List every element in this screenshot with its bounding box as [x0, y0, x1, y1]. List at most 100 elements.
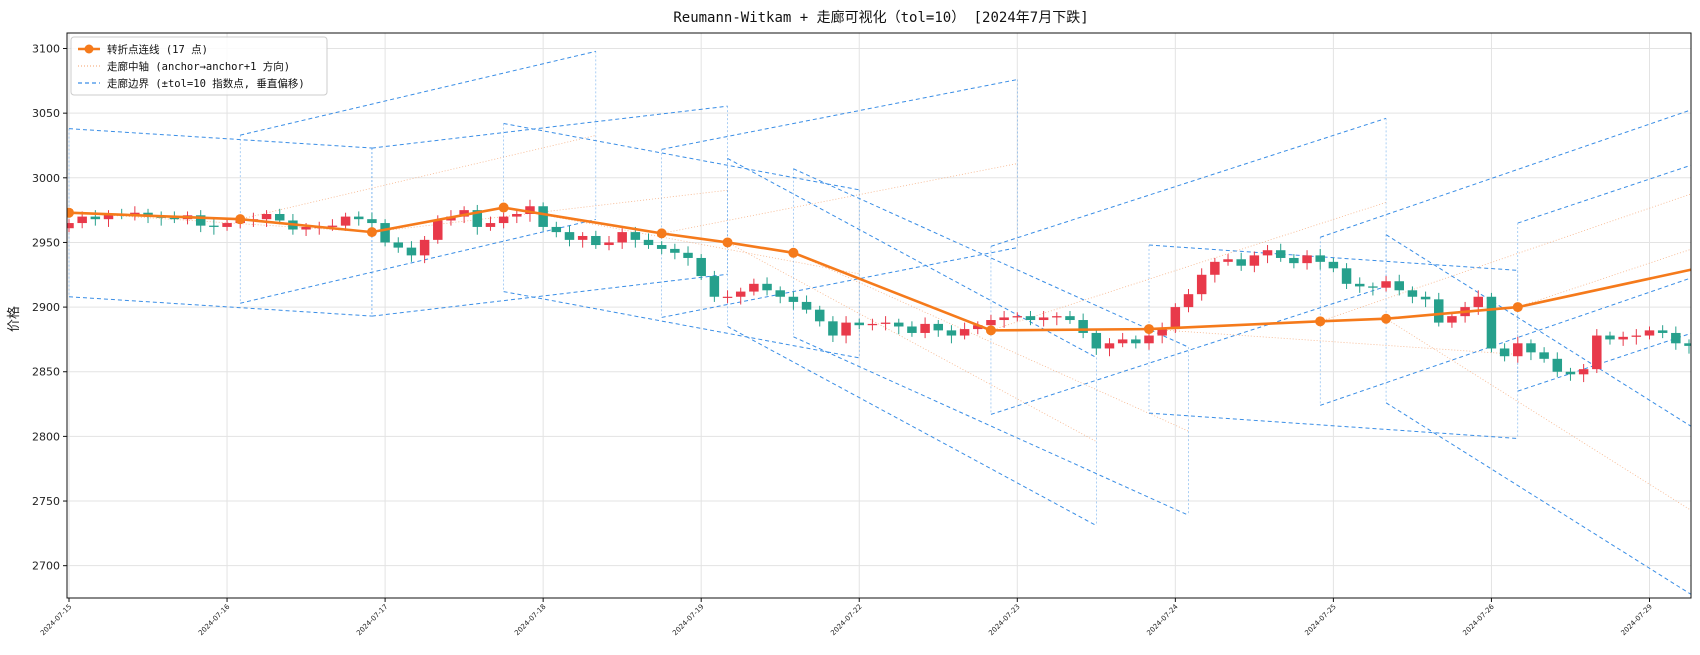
turning-point-layer — [67, 202, 1691, 336]
candle-body — [709, 276, 720, 297]
candle-body — [354, 216, 364, 220]
candle-body — [538, 206, 548, 227]
corridor-layer — [68, 50, 1691, 595]
candle-body — [1578, 369, 1589, 375]
candle-body — [775, 290, 785, 297]
candle-body — [1196, 274, 1207, 295]
candle-body — [670, 248, 680, 253]
candle-body — [1236, 259, 1246, 266]
candle-body — [1631, 335, 1642, 337]
candle-body — [1618, 336, 1628, 340]
candle-body — [1328, 261, 1339, 269]
candle-body — [1605, 335, 1615, 340]
candle-body — [1354, 283, 1365, 287]
corridor-boundary-upper — [503, 123, 860, 191]
candle-body — [1104, 343, 1115, 349]
candle-body — [696, 257, 706, 277]
legend-label: 走廊中轴 (anchor→anchor+1 方向) — [107, 60, 290, 73]
corridor-boundary-lower — [68, 296, 372, 317]
candle-body — [1025, 316, 1036, 321]
candle-body — [1012, 316, 1023, 318]
candle-body — [894, 322, 904, 327]
legend-box — [70, 36, 328, 96]
turning-point-marker — [1381, 313, 1392, 324]
corridor-boundary-lower — [727, 326, 1097, 527]
turning-point-marker — [985, 325, 996, 336]
candle-body — [393, 242, 404, 248]
corridor-axis — [793, 252, 1189, 432]
corridor-boundary-lower — [990, 285, 1387, 415]
candle-body — [551, 226, 562, 233]
turning-point-line — [68, 206, 1691, 332]
corridor-boundary-lower — [1148, 412, 1518, 439]
corridor-axis — [1320, 193, 1691, 322]
legend-label: 转折点连线 (17 点) — [107, 43, 208, 56]
candle-body — [1341, 268, 1352, 284]
corridor-boundary-upper — [661, 79, 1018, 150]
grid-lines — [67, 33, 1691, 598]
candle-body — [814, 309, 825, 322]
candle-body — [933, 323, 944, 331]
candle-body — [617, 232, 627, 243]
candle-body — [735, 291, 746, 297]
corridor-axis — [503, 207, 860, 275]
x-tick-label: 2024-07-29 — [1619, 603, 1653, 637]
candle-body — [643, 239, 654, 246]
turning-point-marker — [1315, 316, 1326, 327]
candle-body — [1473, 296, 1484, 308]
corridor-boundary-upper — [1320, 109, 1691, 238]
candle-body — [433, 220, 443, 240]
candle-body — [920, 323, 930, 333]
candle-body — [1157, 329, 1167, 336]
candle-body — [1513, 343, 1523, 357]
candle-body — [103, 214, 114, 220]
y-tick-label: 3100 — [32, 43, 60, 56]
corridor-axis — [240, 135, 596, 220]
candle-body — [1302, 255, 1312, 264]
turning-point-marker — [235, 214, 246, 225]
candle-body — [512, 214, 522, 217]
candle-body — [828, 321, 838, 336]
corridor-boundary-upper — [240, 50, 596, 136]
candle-body — [1275, 250, 1286, 258]
corridor-boundary-lower — [661, 247, 1018, 318]
candle-body — [1657, 330, 1668, 333]
y-tick-label: 2900 — [32, 301, 60, 314]
turning-point-marker — [722, 237, 733, 248]
candle-body — [1434, 299, 1444, 323]
candle-body — [67, 223, 74, 229]
candle-body — [788, 296, 799, 302]
x-tick-label: 2024-07-22 — [829, 603, 863, 637]
y-tick-label: 2750 — [32, 495, 60, 508]
corridor-boundary-lower — [503, 291, 860, 359]
y-tick-label: 2950 — [32, 236, 60, 249]
candle-body — [656, 245, 667, 249]
candle-body — [77, 216, 87, 224]
turning-point-marker — [1512, 302, 1523, 313]
candle-body — [1539, 352, 1549, 359]
turning-point-marker — [366, 227, 377, 238]
legend: 转折点连线 (17 点) 走廊中轴 (anchor→anchor+1 方向) 走廊边… — [70, 36, 328, 96]
turning-point-marker — [656, 228, 667, 239]
corridor-axis — [727, 242, 1097, 442]
candle-body — [525, 206, 535, 215]
candle-body — [604, 242, 614, 246]
candle-body — [222, 223, 232, 227]
corridor-boundary-upper — [1517, 164, 1691, 224]
corridor-boundary-upper — [371, 105, 728, 149]
chart-title: Reumann-Witkam + 走廊可视化（tol=10） [2024年7月下… — [673, 9, 1088, 26]
candle-body — [1262, 250, 1273, 256]
plot-frame — [66, 32, 1692, 599]
candle-body — [683, 252, 693, 258]
candle-body — [340, 216, 351, 226]
candle-body — [498, 216, 509, 224]
candle-body — [419, 239, 430, 256]
candle-body — [1592, 335, 1602, 370]
x-tick-label: 2024-07-24 — [1145, 602, 1180, 637]
corridor-boundary-upper — [1385, 234, 1691, 427]
corridor-axis — [990, 201, 1387, 331]
x-tick-label: 2024-07-26 — [1461, 602, 1496, 637]
candle-body — [841, 322, 851, 336]
candle-body — [459, 210, 469, 217]
candle-body — [749, 283, 759, 292]
